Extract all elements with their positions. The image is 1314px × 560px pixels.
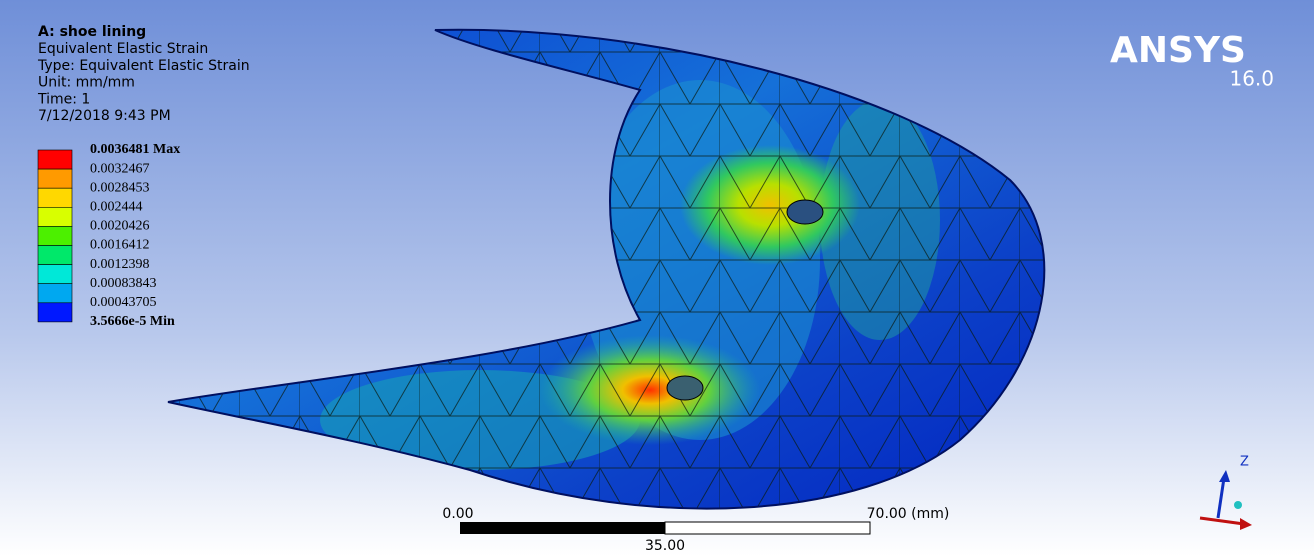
header-title: A: shoe lining: [38, 24, 146, 40]
scale-right: 70.00 (mm): [867, 506, 950, 522]
legend-band: [38, 265, 72, 284]
legend-label: 0.0012398: [90, 257, 150, 272]
scale-middle: 35.00: [645, 538, 685, 554]
legend-band: [38, 150, 72, 169]
legend-band: [38, 246, 72, 265]
legend-band: [38, 188, 72, 207]
header-line: Equivalent Elastic Strain: [38, 41, 208, 57]
legend-label: 0.002444: [90, 200, 143, 215]
logo-name: ANSYS: [1110, 30, 1246, 71]
legend-band: [38, 303, 72, 322]
triad-z: Z: [1240, 455, 1249, 470]
header-line: Time: 1: [37, 91, 90, 107]
legend-label: 0.00083843: [90, 276, 157, 291]
header-line: 7/12/2018 9:43 PM: [38, 108, 171, 124]
viewport: A: shoe lining Equivalent Elastic Strain…: [0, 0, 1314, 556]
scale-left: 0.00: [442, 506, 473, 522]
legend-label: 3.5666e-5 Min: [90, 314, 175, 329]
header-line: Type: Equivalent Elastic Strain: [37, 58, 250, 74]
logo-version: 16.0: [1229, 67, 1274, 91]
legend-band: [38, 226, 72, 245]
legend-band: [38, 169, 72, 188]
scale-bar-light: [665, 522, 870, 534]
legend-label: 0.00043705: [90, 295, 157, 310]
legend-label: 0.0016412: [90, 238, 150, 253]
legend-label: 0.0028453: [90, 180, 150, 195]
legend-label: 0.0032467: [90, 161, 150, 176]
legend-band: [38, 284, 72, 303]
legend-label: 0.0020426: [90, 219, 150, 234]
legend-label: 0.0036481 Max: [90, 142, 180, 157]
legend-band: [38, 207, 72, 226]
scale-bar-dark: [460, 522, 665, 534]
header-line: Unit: mm/mm: [38, 75, 135, 91]
